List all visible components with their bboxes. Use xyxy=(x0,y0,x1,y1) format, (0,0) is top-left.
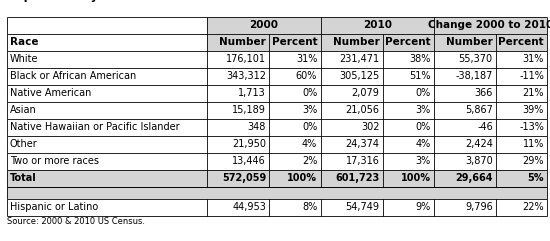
Bar xyxy=(7,34,207,51)
Text: 305,125: 305,125 xyxy=(339,72,380,81)
Text: 8%: 8% xyxy=(302,202,317,213)
Bar xyxy=(496,34,547,51)
Text: -46: -46 xyxy=(477,122,493,133)
Text: Number: Number xyxy=(333,38,380,47)
Text: 0%: 0% xyxy=(302,122,317,133)
Text: 3,870: 3,870 xyxy=(465,156,493,167)
Text: 21,056: 21,056 xyxy=(345,106,379,115)
Text: 2000: 2000 xyxy=(249,20,278,31)
Text: 4%: 4% xyxy=(302,140,317,149)
Text: -13%: -13% xyxy=(519,122,544,133)
Text: 51%: 51% xyxy=(409,72,431,81)
Text: 60%: 60% xyxy=(296,72,317,81)
Text: Percent: Percent xyxy=(498,38,544,47)
Text: 29,664: 29,664 xyxy=(455,174,493,183)
Bar xyxy=(207,34,270,51)
Text: 5,867: 5,867 xyxy=(465,106,493,115)
Text: 31%: 31% xyxy=(296,54,317,65)
Bar xyxy=(270,34,321,51)
Bar xyxy=(207,17,321,34)
Text: 366: 366 xyxy=(475,88,493,99)
Bar xyxy=(321,34,383,51)
Text: 4%: 4% xyxy=(415,140,431,149)
Text: Hispanic or Latino: Hispanic or Latino xyxy=(10,202,98,213)
Bar xyxy=(7,102,547,119)
Text: Number: Number xyxy=(219,38,266,47)
Text: 1,713: 1,713 xyxy=(238,88,266,99)
Bar xyxy=(434,34,496,51)
Bar xyxy=(383,34,434,51)
Text: 44,953: 44,953 xyxy=(232,202,266,213)
Text: 21,950: 21,950 xyxy=(232,140,266,149)
Bar xyxy=(434,17,547,34)
Text: 11%: 11% xyxy=(522,140,544,149)
Text: 231,471: 231,471 xyxy=(339,54,380,65)
Text: 0%: 0% xyxy=(302,88,317,99)
Text: Black or African American: Black or African American xyxy=(10,72,136,81)
Text: 22%: 22% xyxy=(522,202,544,213)
Text: 0%: 0% xyxy=(415,88,431,99)
Bar xyxy=(7,153,547,170)
Text: 100%: 100% xyxy=(287,174,317,183)
Text: Percent: Percent xyxy=(385,38,431,47)
Bar xyxy=(7,51,547,68)
Bar xyxy=(321,17,434,34)
Text: 2%: 2% xyxy=(302,156,317,167)
Text: 3%: 3% xyxy=(415,106,431,115)
Text: 176,101: 176,101 xyxy=(226,54,266,65)
Bar xyxy=(7,199,547,216)
Text: 3%: 3% xyxy=(302,106,317,115)
Text: 24,374: 24,374 xyxy=(345,140,379,149)
Text: 21%: 21% xyxy=(522,88,544,99)
Text: 2,424: 2,424 xyxy=(465,140,493,149)
Text: 3%: 3% xyxy=(415,156,431,167)
Text: 17,316: 17,316 xyxy=(345,156,379,167)
Text: 343,312: 343,312 xyxy=(226,72,266,81)
Text: Change 2000 to 2010: Change 2000 to 2010 xyxy=(428,20,550,31)
Text: -38,187: -38,187 xyxy=(455,72,493,81)
Text: -11%: -11% xyxy=(519,72,544,81)
Text: 601,723: 601,723 xyxy=(335,174,379,183)
Text: 55,370: 55,370 xyxy=(459,54,493,65)
Text: Population by Race: 2000 to 2010: Population by Race: 2000 to 2010 xyxy=(7,0,230,2)
Text: 15,189: 15,189 xyxy=(232,106,266,115)
Text: Native Hawaiian or Pacific Islander: Native Hawaiian or Pacific Islander xyxy=(10,122,179,133)
Text: Source: 2000 & 2010 US Census.: Source: 2000 & 2010 US Census. xyxy=(7,217,145,226)
Text: 302: 302 xyxy=(361,122,379,133)
Bar xyxy=(7,85,547,102)
Text: 572,059: 572,059 xyxy=(222,174,266,183)
Text: 38%: 38% xyxy=(409,54,431,65)
Bar xyxy=(7,68,547,85)
Text: 9%: 9% xyxy=(415,202,431,213)
Text: Native American: Native American xyxy=(10,88,91,99)
Text: 54,749: 54,749 xyxy=(345,202,379,213)
Text: 348: 348 xyxy=(248,122,266,133)
Text: Asian: Asian xyxy=(10,106,37,115)
Text: 2010: 2010 xyxy=(362,20,392,31)
Text: Other: Other xyxy=(10,140,37,149)
Bar xyxy=(7,119,547,136)
Text: Number: Number xyxy=(446,38,493,47)
Bar xyxy=(7,136,547,153)
Text: Two or more races: Two or more races xyxy=(10,156,99,167)
Text: 100%: 100% xyxy=(400,174,431,183)
Text: 5%: 5% xyxy=(527,174,544,183)
Text: Race: Race xyxy=(10,38,38,47)
Text: 39%: 39% xyxy=(522,106,544,115)
Text: 29%: 29% xyxy=(522,156,544,167)
Text: White: White xyxy=(10,54,38,65)
Text: 2,079: 2,079 xyxy=(351,88,379,99)
Bar xyxy=(7,187,547,199)
Text: Total: Total xyxy=(10,174,37,183)
Text: 31%: 31% xyxy=(522,54,544,65)
Text: 9,796: 9,796 xyxy=(465,202,493,213)
Bar xyxy=(7,170,547,187)
Text: 0%: 0% xyxy=(415,122,431,133)
Bar xyxy=(7,17,207,34)
Text: Percent: Percent xyxy=(272,38,317,47)
Text: 13,446: 13,446 xyxy=(232,156,266,167)
